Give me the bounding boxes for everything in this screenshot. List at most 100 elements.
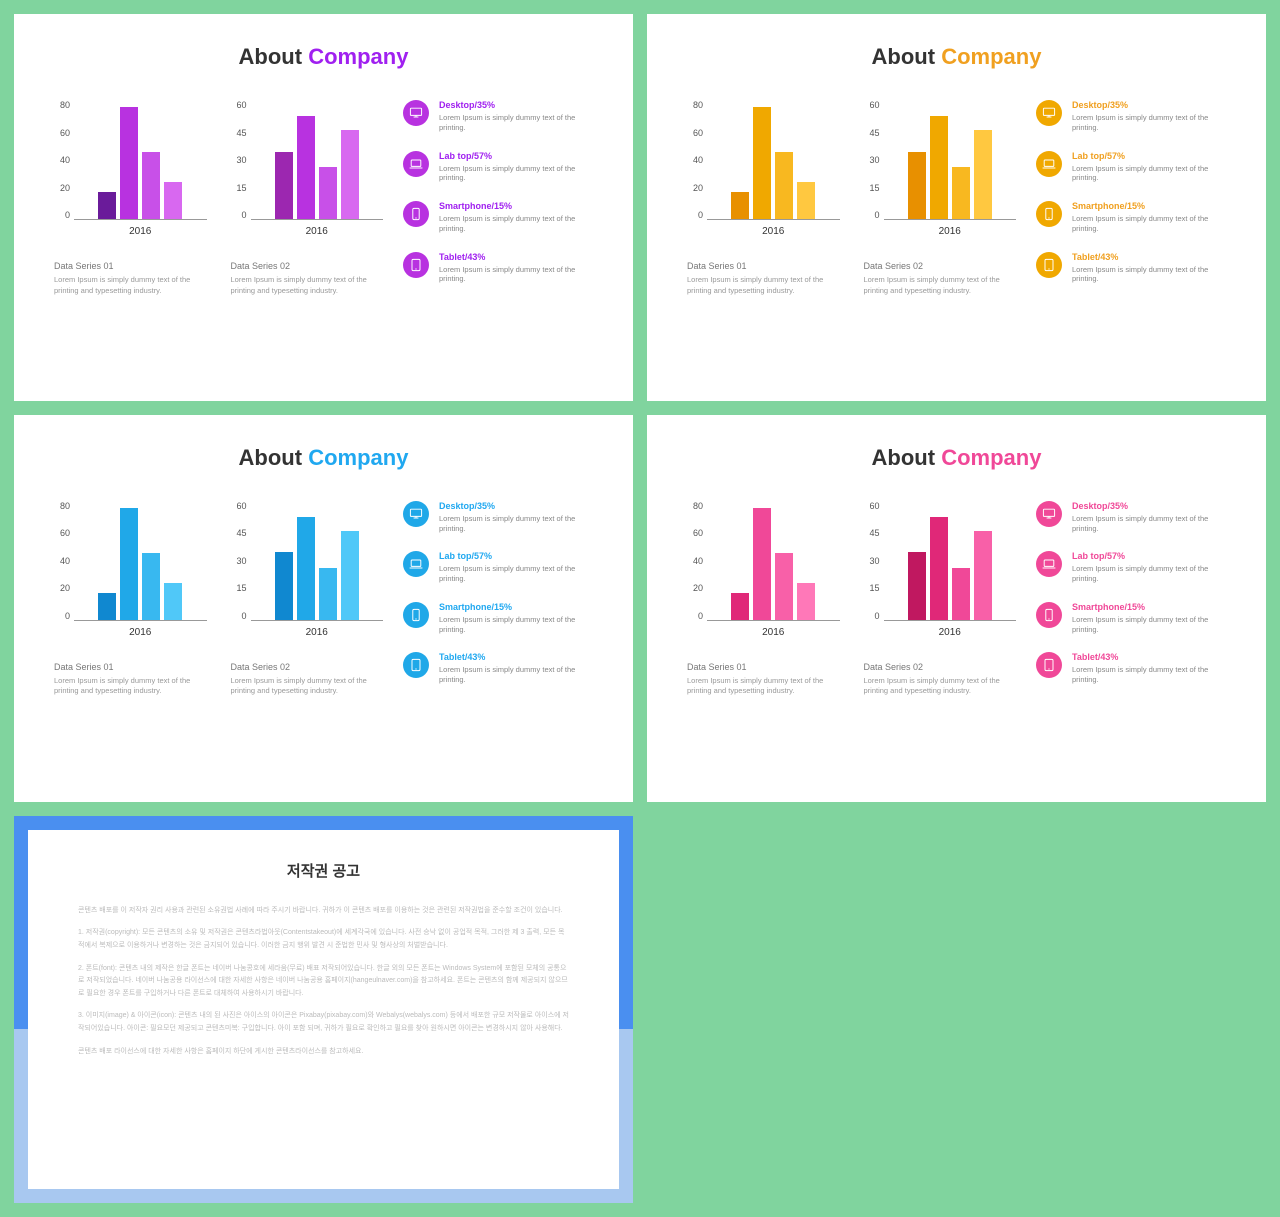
series-desc: Lorem Ipsum is simply dummy text of the … — [54, 676, 207, 697]
chart-block: 015304560 2016 Data Series 02 Lorem Ipsu… — [231, 100, 384, 296]
series-desc: Lorem Ipsum is simply dummy text of the … — [231, 275, 384, 296]
bar — [974, 531, 992, 620]
charts-column: 020406080 2016 Data Series 01 Lorem Ipsu… — [687, 100, 1016, 296]
bar-chart: 020406080 — [687, 100, 840, 220]
y-axis: 020406080 — [54, 100, 74, 220]
ytick: 15 — [864, 583, 880, 593]
laptop-icon — [403, 551, 429, 577]
bars-area — [884, 100, 1017, 220]
bar — [930, 116, 948, 219]
legend-desc: Lorem Ipsum is simply dummy text of the … — [1072, 265, 1226, 285]
bar — [753, 508, 771, 620]
bar — [275, 552, 293, 619]
legend-column: Desktop/35% Lorem Ipsum is simply dummy … — [1036, 501, 1226, 697]
phone-icon — [1036, 602, 1062, 628]
ytick: 45 — [231, 128, 247, 138]
legend-item: Smartphone/15% Lorem Ipsum is simply dum… — [403, 602, 593, 635]
bar — [731, 593, 749, 620]
bar-chart: 020406080 — [687, 501, 840, 621]
x-label: 2016 — [707, 226, 840, 237]
ytick: 40 — [54, 556, 70, 566]
bar — [974, 130, 992, 219]
ytick: 80 — [54, 501, 70, 511]
ytick: 80 — [687, 501, 703, 511]
ytick: 40 — [54, 155, 70, 165]
bar — [297, 517, 315, 620]
chart-block: 015304560 2016 Data Series 02 Lorem Ipsu… — [864, 100, 1017, 296]
copyright-title: 저작권 공고 — [78, 860, 569, 881]
series-desc: Lorem Ipsum is simply dummy text of the … — [687, 676, 840, 697]
legend-title: Lab top/57% — [1072, 551, 1226, 561]
copyright-slide: 저작권 공고 콘텐츠 배포를 이 저작자 권리 사용과 관련된 소유권법 사례에… — [14, 816, 633, 1203]
series-label: Data Series 02 — [864, 261, 1017, 271]
legend-title: Smartphone/15% — [439, 201, 593, 211]
ytick: 0 — [231, 210, 247, 220]
slide-title: About Company — [687, 44, 1226, 70]
bars-area — [251, 501, 384, 621]
legend-desc: Lorem Ipsum is simply dummy text of the … — [1072, 564, 1226, 584]
legend-title: Tablet/43% — [439, 252, 593, 262]
y-axis: 015304560 — [864, 100, 884, 220]
copyright-paragraph: 2. 폰트(font): 콘텐츠 내의 제작은 한글 폰트는 네이버 나눔콩호에… — [78, 963, 569, 1001]
legend-title: Smartphone/15% — [1072, 602, 1226, 612]
series-label: Data Series 01 — [687, 261, 840, 271]
legend-title: Desktop/35% — [439, 501, 593, 511]
bar — [797, 182, 815, 219]
legend-title: Smartphone/15% — [439, 602, 593, 612]
legend-item: Tablet/43% Lorem Ipsum is simply dummy t… — [403, 252, 593, 285]
legend-title: Lab top/57% — [439, 551, 593, 561]
title-accent: Company — [941, 445, 1041, 470]
title-accent: Company — [308, 445, 408, 470]
ytick: 0 — [231, 611, 247, 621]
ytick: 60 — [231, 501, 247, 511]
ytick: 60 — [864, 501, 880, 511]
legend-desc: Lorem Ipsum is simply dummy text of the … — [1072, 665, 1226, 685]
ytick: 80 — [687, 100, 703, 110]
chart-block: 015304560 2016 Data Series 02 Lorem Ipsu… — [231, 501, 384, 697]
charts-column: 020406080 2016 Data Series 01 Lorem Ipsu… — [687, 501, 1016, 697]
laptop-icon — [403, 151, 429, 177]
y-axis: 015304560 — [231, 100, 251, 220]
series-label: Data Series 01 — [687, 662, 840, 672]
title-prefix: About — [872, 445, 942, 470]
bar — [164, 583, 182, 620]
legend-desc: Lorem Ipsum is simply dummy text of the … — [439, 164, 593, 184]
x-label: 2016 — [884, 627, 1017, 638]
legend-item: Smartphone/15% Lorem Ipsum is simply dum… — [1036, 201, 1226, 234]
series-desc: Lorem Ipsum is simply dummy text of the … — [231, 676, 384, 697]
bar-chart: 020406080 — [54, 100, 207, 220]
ytick: 60 — [231, 100, 247, 110]
legend-desc: Lorem Ipsum is simply dummy text of the … — [1072, 615, 1226, 635]
y-axis: 020406080 — [687, 100, 707, 220]
desktop-icon — [403, 501, 429, 527]
desktop-icon — [1036, 100, 1062, 126]
copyright-paragraph: 3. 이미지(image) & 아이콘(icon): 콘텐츠 내의 된 사진은 … — [78, 1010, 569, 1035]
bar — [319, 167, 337, 219]
chart-block: 020406080 2016 Data Series 01 Lorem Ipsu… — [687, 501, 840, 697]
y-axis: 015304560 — [231, 501, 251, 621]
legend-desc: Lorem Ipsum is simply dummy text of the … — [439, 615, 593, 635]
bar — [98, 192, 116, 219]
slide-title: About Company — [54, 445, 593, 471]
legend-desc: Lorem Ipsum is simply dummy text of the … — [439, 113, 593, 133]
ytick: 0 — [54, 611, 70, 621]
ytick: 20 — [687, 183, 703, 193]
ytick: 40 — [687, 155, 703, 165]
copyright-paragraph: 1. 저작권(copyright): 모든 콘텐츠의 소유 및 저작권은 콘텐츠… — [78, 927, 569, 952]
x-label: 2016 — [251, 226, 384, 237]
bar — [952, 568, 970, 620]
series-label: Data Series 02 — [231, 261, 384, 271]
laptop-icon — [1036, 151, 1062, 177]
bar — [297, 116, 315, 219]
ytick: 30 — [231, 155, 247, 165]
title-accent: Company — [308, 44, 408, 69]
phone-icon — [403, 201, 429, 227]
phone-icon — [1036, 201, 1062, 227]
ytick: 0 — [864, 210, 880, 220]
bar — [164, 182, 182, 219]
ytick: 0 — [864, 611, 880, 621]
bar — [341, 531, 359, 620]
desktop-icon — [403, 100, 429, 126]
bar-chart: 015304560 — [864, 501, 1017, 621]
legend-item: Lab top/57% Lorem Ipsum is simply dummy … — [1036, 551, 1226, 584]
